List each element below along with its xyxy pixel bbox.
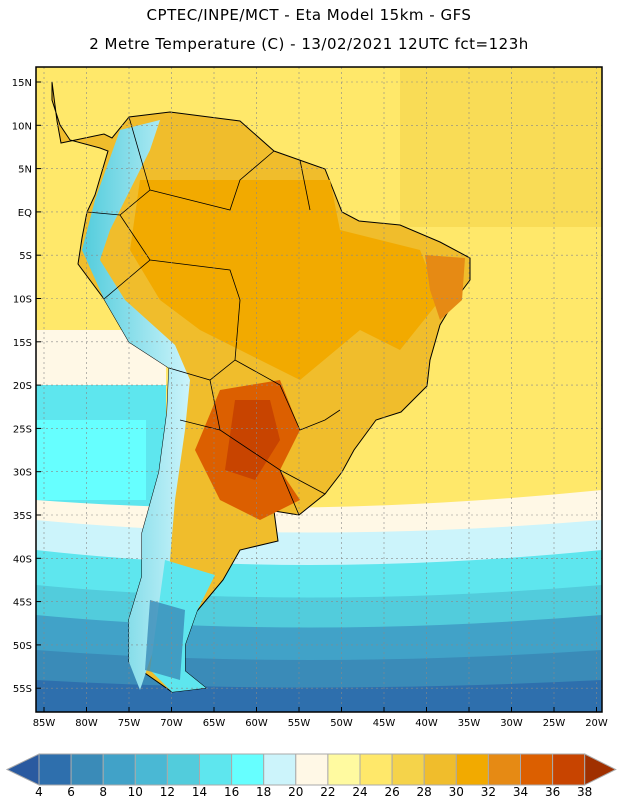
pacific-band-16 bbox=[36, 420, 146, 500]
colorbar-label: 36 bbox=[545, 785, 560, 799]
andes-cool-region bbox=[82, 120, 190, 690]
colorbar-swatch bbox=[359, 753, 393, 786]
colorbar-label: 12 bbox=[160, 785, 175, 799]
lat-label: 5N bbox=[18, 165, 32, 176]
colorbar-swatch bbox=[423, 753, 457, 786]
map-area bbox=[36, 67, 602, 712]
colorbar-label: 28 bbox=[417, 785, 432, 799]
lat-label: 10N bbox=[12, 121, 32, 132]
map-frame bbox=[35, 66, 603, 713]
colorbar-swatch bbox=[391, 753, 425, 786]
lon-label: 85W bbox=[33, 718, 56, 729]
colorbar-label: 38 bbox=[577, 785, 592, 799]
colorbar-label: 22 bbox=[320, 785, 335, 799]
graticule bbox=[36, 67, 602, 712]
lon-label: 60W bbox=[245, 718, 268, 729]
lon-label: 65W bbox=[203, 718, 226, 729]
colorbar-label: 16 bbox=[224, 785, 239, 799]
colorbar-swatch bbox=[520, 753, 554, 786]
longitude-labels: 85W 80W 75W 70W 65W 60W 55W 50W 45W 40W 35W 30W 25W 2… bbox=[33, 707, 608, 729]
colorbar-swatch bbox=[70, 753, 104, 786]
colorbar-under-arrow bbox=[5, 753, 40, 786]
lon-label: 20W bbox=[585, 718, 608, 729]
colorbar-label: 24 bbox=[352, 785, 367, 799]
colorbar-swatch bbox=[487, 753, 521, 786]
amazon-warm-region bbox=[130, 180, 440, 380]
lon-label: 45W bbox=[373, 718, 396, 729]
lat-label: EQ bbox=[18, 208, 32, 219]
colorbar-label: 32 bbox=[481, 785, 496, 799]
lon-label: 55W bbox=[288, 718, 311, 729]
lon-label: 30W bbox=[500, 718, 523, 729]
lon-label: 75W bbox=[118, 718, 141, 729]
colorbar-over-arrow bbox=[584, 753, 617, 786]
lon-label: 35W bbox=[458, 718, 481, 729]
colorbar-label: 18 bbox=[256, 785, 271, 799]
colorbar: 4 6 8 10 12 14 16 18 20 22 24 26 28 30 32 34 36 38 bbox=[5, 753, 617, 799]
lat-label: 35S bbox=[13, 511, 32, 522]
colorbar-swatch bbox=[295, 753, 329, 786]
chart-subtitle: 2 Metre Temperature (C) - 13/02/2021 12U… bbox=[89, 35, 529, 53]
colorbar-swatch bbox=[327, 753, 361, 786]
lat-label: 45S bbox=[13, 598, 32, 609]
country-borders bbox=[86, 116, 341, 516]
lon-label: 40W bbox=[415, 718, 438, 729]
colorbar-label: 26 bbox=[384, 785, 399, 799]
colorbar-swatch bbox=[199, 753, 233, 786]
lat-label: 40S bbox=[13, 554, 32, 565]
lon-label: 50W bbox=[330, 718, 353, 729]
colorbar-label: 30 bbox=[449, 785, 464, 799]
colorbar-label: 6 bbox=[67, 785, 75, 799]
colorbar-label: 14 bbox=[192, 785, 207, 799]
southern-andes-cold-region bbox=[145, 600, 185, 680]
lat-label: 30S bbox=[13, 468, 32, 479]
colorbar-label: 20 bbox=[288, 785, 303, 799]
colorbar-swatch bbox=[166, 753, 200, 786]
colorbar-label: 4 bbox=[35, 785, 43, 799]
lat-label: 20S bbox=[13, 381, 32, 392]
lat-label: 25S bbox=[13, 424, 32, 435]
latitude-labels: 15N 10N 5N EQ 5S 10S 15S 20S 25S 30S 35S 40S 45S 50S 5… bbox=[12, 78, 41, 695]
lat-label: 5S bbox=[19, 251, 32, 262]
colorbar-swatch bbox=[455, 753, 489, 786]
colorbar-swatch bbox=[231, 753, 265, 786]
colorbar-swatch bbox=[38, 753, 72, 786]
lat-label: 10S bbox=[13, 295, 32, 306]
colorbar-swatch bbox=[552, 753, 586, 786]
lat-label: 15N bbox=[12, 78, 32, 89]
lat-label: 15S bbox=[13, 338, 32, 349]
chaco-hottest-region bbox=[225, 400, 280, 480]
lon-label: 70W bbox=[160, 718, 183, 729]
lat-label: 55S bbox=[13, 684, 32, 695]
colorbar-swatch bbox=[134, 753, 168, 786]
ocean-warm-area bbox=[400, 67, 602, 227]
colorbar-label: 34 bbox=[513, 785, 528, 799]
lat-label: 50S bbox=[13, 641, 32, 652]
lon-label: 80W bbox=[75, 718, 98, 729]
colorbar-label: 10 bbox=[128, 785, 143, 799]
colorbar-swatch bbox=[102, 753, 136, 786]
northeast-warm-region bbox=[425, 255, 465, 320]
colorbar-label: 8 bbox=[99, 785, 107, 799]
lon-label: 25W bbox=[543, 718, 566, 729]
chart-title: CPTEC/INPE/MCT - Eta Model 15km - GFS bbox=[146, 6, 472, 24]
colorbar-swatch bbox=[263, 753, 297, 786]
